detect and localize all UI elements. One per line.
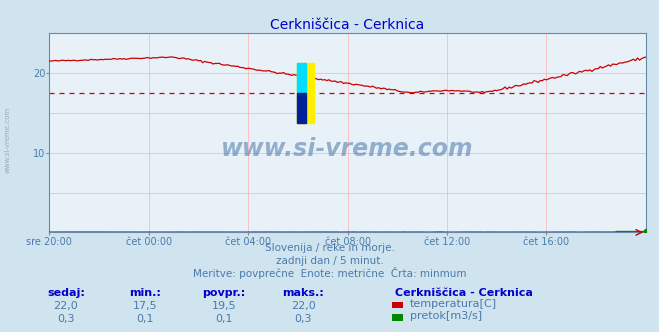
Text: 22,0: 22,0 (53, 301, 78, 311)
Title: Cerkniščica - Cerknica: Cerkniščica - Cerknica (270, 18, 425, 32)
Bar (297, 63, 306, 93)
Text: 22,0: 22,0 (291, 301, 316, 311)
Text: maks.:: maks.: (282, 288, 324, 298)
Text: 0,3: 0,3 (57, 314, 74, 324)
Text: zadnji dan / 5 minut.: zadnji dan / 5 minut. (275, 256, 384, 266)
Text: Slovenija / reke in morje.: Slovenija / reke in morje. (264, 243, 395, 253)
Bar (297, 63, 314, 123)
Text: Cerkniščica - Cerknica: Cerkniščica - Cerknica (395, 288, 533, 298)
Text: 0,3: 0,3 (295, 314, 312, 324)
Text: 0,1: 0,1 (136, 314, 154, 324)
Text: sedaj:: sedaj: (47, 288, 85, 298)
Text: 19,5: 19,5 (212, 301, 237, 311)
Text: www.si-vreme.com: www.si-vreme.com (221, 137, 474, 161)
Text: povpr.:: povpr.: (202, 288, 246, 298)
Text: www.si-vreme.com: www.si-vreme.com (5, 106, 11, 173)
Text: temperatura[C]: temperatura[C] (410, 299, 497, 309)
Text: pretok[m3/s]: pretok[m3/s] (410, 311, 482, 321)
Text: Meritve: povprečne  Enote: metrične  Črta: minmum: Meritve: povprečne Enote: metrične Črta:… (192, 267, 467, 279)
Text: 17,5: 17,5 (132, 301, 158, 311)
Text: 0,1: 0,1 (215, 314, 233, 324)
Bar (297, 93, 306, 123)
Text: min.:: min.: (129, 288, 161, 298)
